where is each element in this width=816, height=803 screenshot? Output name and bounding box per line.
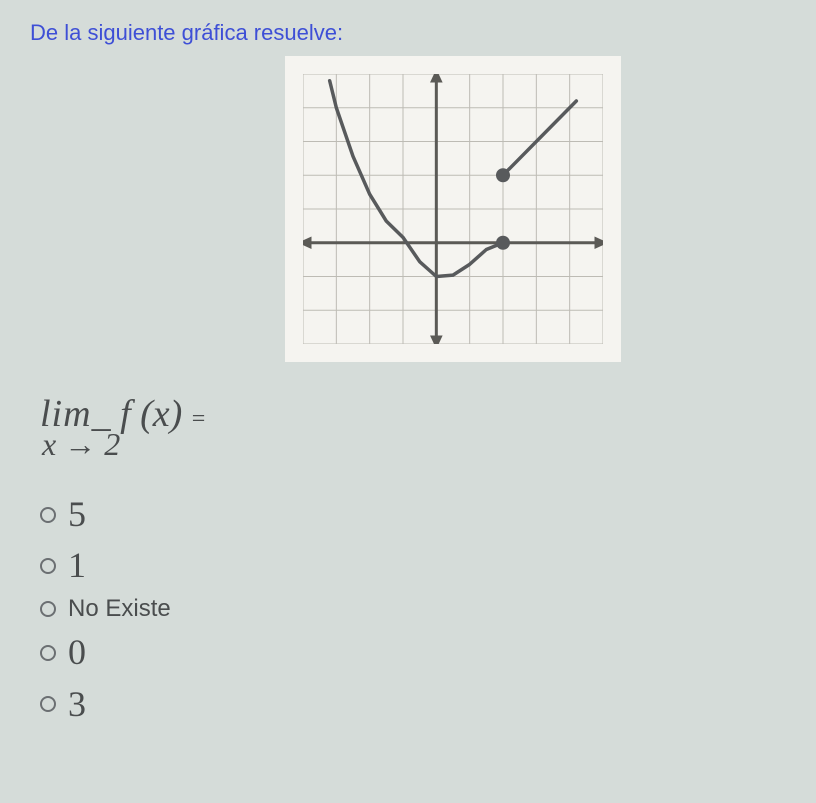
arrow-icon: → xyxy=(64,426,96,462)
radio-icon[interactable] xyxy=(40,696,56,712)
radio-icon[interactable] xyxy=(40,601,56,617)
question-title: De la siguiente gráfica resuelve: xyxy=(30,20,786,46)
equals-sign: = xyxy=(192,406,206,432)
option-row-3[interactable]: 0 xyxy=(40,631,786,674)
option-label: 0 xyxy=(68,631,86,674)
option-label: No Existe xyxy=(68,595,171,623)
option-label: 1 xyxy=(68,544,86,587)
limit-expression: lim_ f (x) = x → 2 xyxy=(40,392,786,463)
graph-container xyxy=(120,56,786,362)
option-row-0[interactable]: 5 xyxy=(40,493,786,536)
graph-box xyxy=(285,56,621,362)
fx-text: f (x) xyxy=(120,393,182,435)
approach-val: 2 xyxy=(104,426,120,462)
options-list: 5 1 No Existe 0 3 xyxy=(40,493,786,726)
option-row-1[interactable]: 1 xyxy=(40,544,786,587)
radio-icon[interactable] xyxy=(40,507,56,523)
option-label: 5 xyxy=(68,493,86,536)
option-label: 3 xyxy=(68,683,86,726)
radio-icon[interactable] xyxy=(40,558,56,574)
radio-icon[interactable] xyxy=(40,645,56,661)
approach-var: x xyxy=(42,426,56,462)
option-row-2[interactable]: No Existe xyxy=(40,595,786,623)
function-graph xyxy=(303,74,603,344)
option-row-4[interactable]: 3 xyxy=(40,683,786,726)
